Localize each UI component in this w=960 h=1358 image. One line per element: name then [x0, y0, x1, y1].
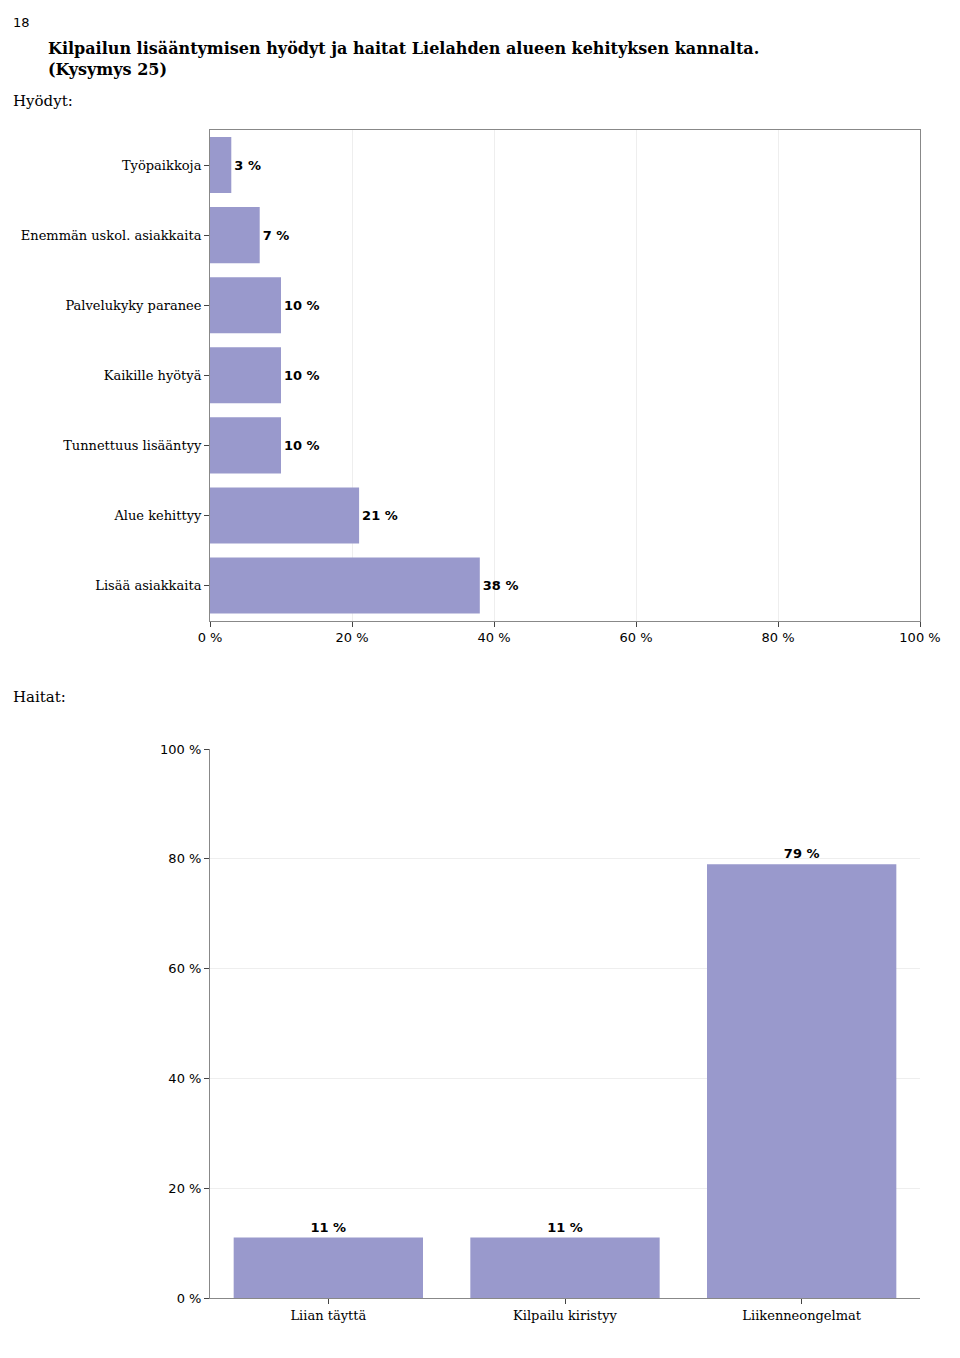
svg-text:Hyödyt:: Hyödyt: — [13, 92, 73, 110]
svg-text:Haitat:: Haitat: — [13, 688, 66, 706]
svg-text:100 %: 100 % — [160, 742, 201, 757]
svg-text:Kaikille hyötyä: Kaikille hyötyä — [104, 368, 202, 383]
svg-text:11 %: 11 % — [311, 1220, 347, 1235]
svg-text:Palvelukyky paranee: Palvelukyky paranee — [65, 298, 201, 313]
svg-text:60 %: 60 % — [168, 961, 201, 976]
svg-text:10 %: 10 % — [284, 438, 320, 453]
svg-text:20 %: 20 % — [335, 630, 368, 645]
svg-text:38 %: 38 % — [483, 578, 519, 593]
svg-text:Liikenneongelmat: Liikenneongelmat — [742, 1308, 861, 1323]
svg-text:21 %: 21 % — [362, 508, 398, 523]
svg-text:10 %: 10 % — [284, 298, 320, 313]
svg-text:3 %: 3 % — [234, 158, 261, 173]
svg-text:Kilpailu kiristyy: Kilpailu kiristyy — [513, 1308, 618, 1323]
svg-text:100 %: 100 % — [899, 630, 940, 645]
svg-text:Lisää asiakkaita: Lisää asiakkaita — [95, 578, 201, 593]
svg-text:Liian täyttä: Liian täyttä — [290, 1308, 366, 1323]
svg-text:40 %: 40 % — [168, 1071, 201, 1086]
svg-text:Enemmän uskol. asiakkaita: Enemmän uskol. asiakkaita — [21, 228, 202, 243]
svg-text:40 %: 40 % — [477, 630, 510, 645]
svg-text:7 %: 7 % — [263, 228, 290, 243]
svg-text:79 %: 79 % — [784, 846, 820, 861]
svg-text:20 %: 20 % — [168, 1181, 201, 1196]
svg-text:18: 18 — [13, 15, 30, 30]
svg-text:Alue kehittyy: Alue kehittyy — [113, 508, 202, 523]
svg-text:Työpaikkoja: Työpaikkoja — [122, 158, 202, 173]
svg-text:80 %: 80 % — [168, 851, 201, 866]
svg-text:0 %: 0 % — [198, 630, 223, 645]
svg-text:Kilpailun lisääntymisen hyödyt: Kilpailun lisääntymisen hyödyt ja haitat… — [48, 39, 759, 79]
svg-text:11 %: 11 % — [547, 1220, 583, 1235]
svg-text:60 %: 60 % — [619, 630, 652, 645]
svg-text:Tunnettuus lisääntyy: Tunnettuus lisääntyy — [63, 438, 202, 453]
svg-text:0 %: 0 % — [177, 1291, 202, 1306]
svg-text:80 %: 80 % — [761, 630, 794, 645]
svg-text:10 %: 10 % — [284, 368, 320, 383]
